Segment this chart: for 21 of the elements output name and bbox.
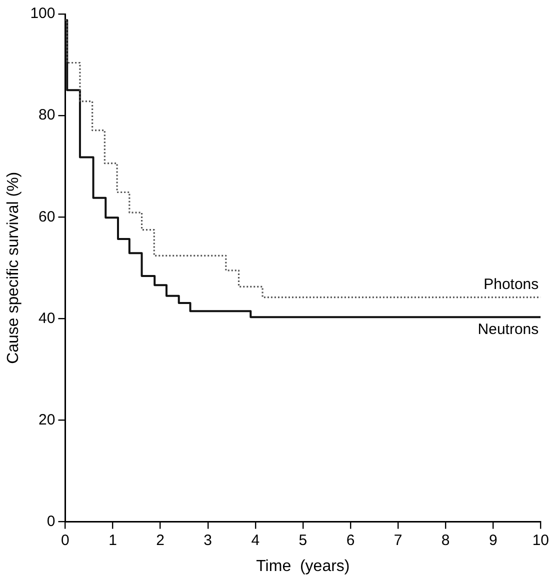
x-tick-label: 3: [204, 532, 212, 549]
x-tick-label: 5: [298, 532, 308, 549]
x-tick-label: 8: [441, 532, 450, 549]
series-label: Photons: [484, 276, 539, 293]
y-tick-label: 40: [38, 310, 56, 327]
x-tick-label: 0: [61, 532, 70, 549]
series-label: Neutrons: [478, 320, 539, 338]
x-tick-label: 4: [251, 532, 260, 549]
y-tick-label: 100: [30, 5, 56, 22]
x-tick-label: 2: [156, 532, 164, 549]
y-tick-label: 0: [46, 512, 56, 530]
x-tick-label: 6: [346, 532, 355, 549]
y-tick-label: 80: [38, 106, 56, 124]
y-axis-title: Cause specific survival (%): [5, 172, 22, 364]
x-tick-label: 9: [488, 532, 498, 549]
x-tick-label: 1: [108, 532, 117, 549]
x-tick-label: 10: [532, 532, 549, 549]
y-tick-label: 60: [38, 208, 56, 226]
x-tick-label: 7: [394, 532, 402, 549]
x-axis-title: Time (years): [256, 558, 350, 575]
y-tick-label: 20: [38, 411, 56, 428]
